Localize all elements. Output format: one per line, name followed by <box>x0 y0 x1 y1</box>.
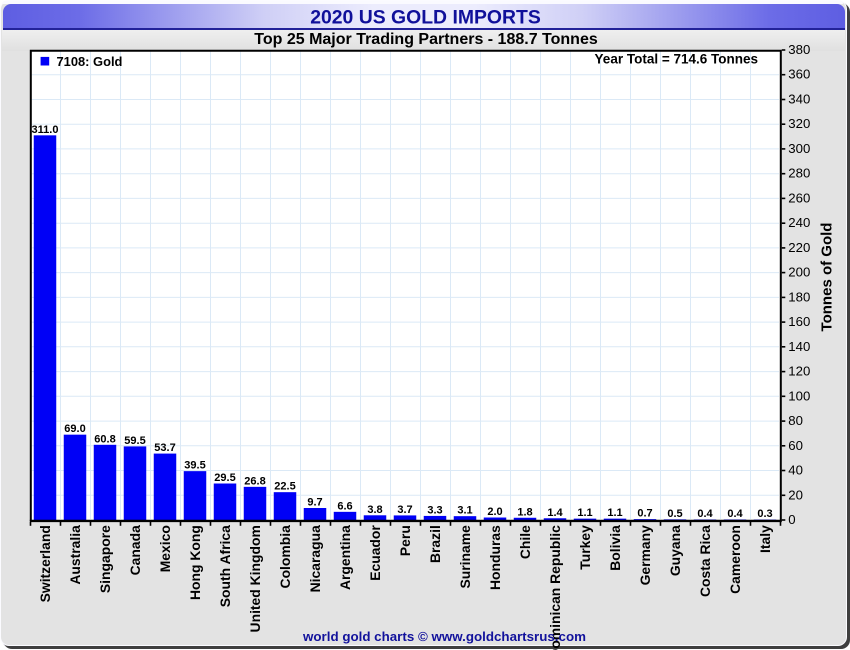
svg-text:Honduras: Honduras <box>487 525 503 590</box>
svg-text:2020 US GOLD IMPORTS: 2020 US GOLD IMPORTS <box>310 7 541 29</box>
svg-text:120: 120 <box>788 364 810 379</box>
svg-text:240: 240 <box>788 215 810 230</box>
svg-text:Argentina: Argentina <box>337 525 353 590</box>
svg-text:Suriname: Suriname <box>457 525 473 589</box>
svg-text:world gold charts © www.goldch: world gold charts © www.goldchartsrus.co… <box>302 629 586 644</box>
svg-text:Australia: Australia <box>67 525 83 585</box>
svg-text:Bolivia: Bolivia <box>607 525 623 571</box>
svg-text:Dominican Republic: Dominican Republic <box>547 525 563 650</box>
svg-text:Italy: Italy <box>757 525 773 553</box>
svg-text:311.0: 311.0 <box>32 124 59 136</box>
svg-text:Guyana: Guyana <box>667 525 683 576</box>
svg-text:3.3: 3.3 <box>427 504 442 516</box>
svg-text:Costa Rica: Costa Rica <box>697 525 713 597</box>
svg-text:180: 180 <box>788 289 810 304</box>
svg-text:260: 260 <box>788 190 810 205</box>
svg-text:Canada: Canada <box>127 525 143 575</box>
svg-text:Switzerland: Switzerland <box>37 525 53 602</box>
svg-text:Peru: Peru <box>397 525 413 556</box>
svg-text:0.7: 0.7 <box>637 508 652 520</box>
svg-text:0: 0 <box>788 512 795 527</box>
svg-text:22.5: 22.5 <box>274 481 295 493</box>
svg-text:80: 80 <box>788 413 803 428</box>
svg-text:3.7: 3.7 <box>397 504 412 516</box>
svg-text:Nicaragua: Nicaragua <box>307 525 323 592</box>
svg-text:0.4: 0.4 <box>697 508 713 520</box>
svg-text:69.0: 69.0 <box>64 423 85 435</box>
svg-text:0.5: 0.5 <box>667 508 682 520</box>
svg-text:40: 40 <box>788 463 803 478</box>
svg-text:Colombia: Colombia <box>277 525 293 589</box>
svg-text:340: 340 <box>788 92 810 107</box>
svg-text:26.8: 26.8 <box>244 475 265 487</box>
svg-text:1.1: 1.1 <box>607 507 622 519</box>
svg-text:6.6: 6.6 <box>337 500 352 512</box>
svg-text:39.5: 39.5 <box>184 460 205 472</box>
svg-text:9.7: 9.7 <box>307 497 322 509</box>
svg-text:380: 380 <box>788 42 810 57</box>
svg-text:0.4: 0.4 <box>727 508 743 520</box>
svg-text:1.8: 1.8 <box>517 506 532 518</box>
svg-text:160: 160 <box>788 314 810 329</box>
svg-text:60: 60 <box>788 438 803 453</box>
svg-text:3.8: 3.8 <box>367 504 382 516</box>
svg-text:South Africa: South Africa <box>217 525 233 607</box>
svg-text:59.5: 59.5 <box>124 435 145 447</box>
svg-text:320: 320 <box>788 116 810 131</box>
svg-text:Top 25 Major Trading Partners: Top 25 Major Trading Partners - 188.7 To… <box>254 31 598 48</box>
svg-text:Tonnes of Gold: Tonnes of Gold <box>819 223 836 332</box>
svg-text:29.5: 29.5 <box>214 472 235 484</box>
svg-text:220: 220 <box>788 240 810 255</box>
svg-text:280: 280 <box>788 166 810 181</box>
svg-text:7108: Gold: 7108: Gold <box>57 54 123 69</box>
svg-text:Germany: Germany <box>637 525 653 585</box>
svg-text:Hong Kong: Hong Kong <box>187 525 203 600</box>
svg-text:0.3: 0.3 <box>757 508 772 520</box>
svg-text:Cameroon: Cameroon <box>727 525 743 594</box>
svg-text:2.0: 2.0 <box>487 506 502 518</box>
svg-text:Turkey: Turkey <box>577 525 593 570</box>
svg-text:300: 300 <box>788 141 810 156</box>
svg-text:100: 100 <box>788 388 810 403</box>
svg-text:140: 140 <box>788 339 810 354</box>
svg-text:Chile: Chile <box>517 525 533 559</box>
svg-text:1.4: 1.4 <box>547 507 563 519</box>
svg-text:1.1: 1.1 <box>577 507 592 519</box>
svg-text:200: 200 <box>788 265 810 280</box>
svg-text:3.1: 3.1 <box>457 505 472 517</box>
svg-text:Singapore: Singapore <box>97 525 113 593</box>
svg-text:Ecuador: Ecuador <box>367 525 383 581</box>
svg-text:United Kingdom: United Kingdom <box>247 525 263 632</box>
svg-text:360: 360 <box>788 67 810 82</box>
svg-text:Mexico: Mexico <box>157 525 173 572</box>
svg-text:53.7: 53.7 <box>154 442 175 454</box>
svg-text:60.8: 60.8 <box>94 433 115 445</box>
svg-text:20: 20 <box>788 487 803 502</box>
svg-text:Year Total = 714.6 Tonnes: Year Total = 714.6 Tonnes <box>595 52 758 67</box>
svg-text:Brazil: Brazil <box>427 525 443 563</box>
